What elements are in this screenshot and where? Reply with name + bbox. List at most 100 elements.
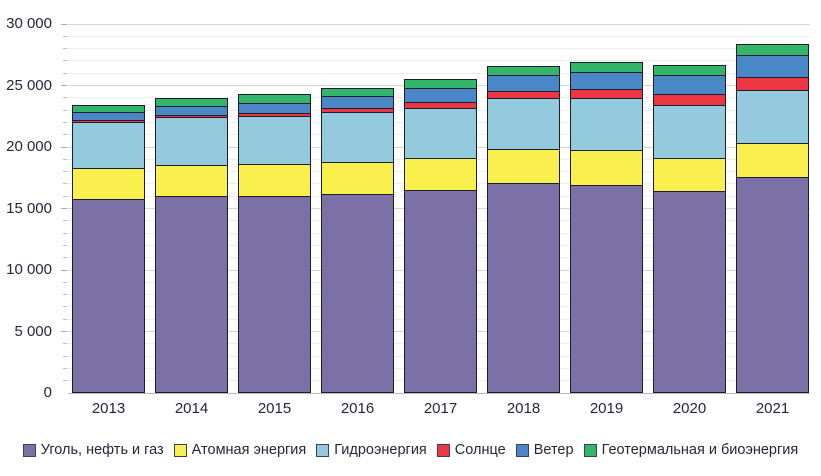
y-tick-label: 25 000 (6, 76, 52, 94)
bar-segment-1 (653, 191, 726, 393)
bar-column-2014 (155, 24, 228, 393)
x-axis-label-2020: 2020 (672, 400, 707, 417)
bar-segment-4 (736, 77, 809, 91)
bar-segment-3 (238, 116, 311, 164)
y-axis-tick (63, 355, 67, 357)
gridline-minor (68, 72, 810, 74)
bar-segment-6 (487, 65, 560, 76)
legend: Уголь, нефть и газ Атомная энергия Гидроэн… (0, 439, 821, 461)
gridline-minor (68, 60, 810, 62)
legend-swatch (22, 443, 36, 457)
gridline-major (68, 23, 810, 25)
bar-segment-2 (321, 161, 394, 194)
legend-swatch (515, 443, 529, 457)
y-axis-labels: 0 5 000 10 000 15 000 20 000 25 000 30 000 (0, 16, 60, 401)
y-axis-tick (63, 48, 67, 50)
bar-segment-4 (487, 90, 560, 98)
bar-segment-2 (736, 142, 809, 178)
bar-segment-1 (321, 193, 394, 393)
y-axis-tick (63, 171, 67, 173)
legend-swatch (436, 443, 450, 457)
gridline-minor (68, 48, 810, 50)
bar-segment-4 (72, 119, 145, 122)
legend-label: Гидроэнергия (334, 442, 427, 458)
bar-column-2015 (238, 24, 311, 393)
legend-item: Уголь, нефть и газ (22, 442, 164, 458)
y-axis-tick (63, 294, 67, 296)
x-axis-label-2013: 2013 (91, 400, 126, 417)
y-axis-tick (63, 35, 67, 37)
bar-column-2019 (570, 24, 643, 393)
bar-segment-6 (570, 62, 643, 72)
bar-segment-5 (736, 54, 809, 78)
x-axis-line (68, 393, 810, 394)
x-axis-label-2017: 2017 (423, 400, 458, 417)
gridline-minor (68, 35, 810, 37)
bar-segment-6 (404, 79, 477, 89)
y-axis-tick (63, 97, 67, 99)
y-axis-tick (63, 232, 67, 234)
y-axis-tick (61, 208, 67, 209)
y-axis-tick (61, 331, 67, 332)
bar-column-2020 (653, 24, 726, 393)
y-axis-tick (63, 380, 67, 382)
bar-segment-4 (321, 108, 394, 113)
bar-column-2016 (321, 24, 394, 393)
bar-segment-3 (653, 104, 726, 159)
y-axis-tick (63, 244, 67, 246)
y-axis-tick (63, 134, 67, 136)
bar-segment-4 (653, 94, 726, 105)
plot-area (61, 23, 810, 394)
y-axis-tick (63, 195, 67, 197)
bar-segment-2 (238, 163, 311, 196)
bar-segment-6 (238, 94, 311, 103)
bar-segment-5 (238, 102, 311, 113)
y-axis-tick (63, 109, 67, 111)
bar-segment-2 (570, 150, 643, 185)
bar-segment-6 (321, 87, 394, 97)
y-tick-label: 15 000 (6, 199, 52, 217)
bar-segment-1 (570, 184, 643, 393)
bar-column-2013 (72, 24, 145, 393)
x-axis-label-2019: 2019 (589, 400, 624, 417)
y-tick-label: 20 000 (6, 138, 52, 155)
y-axis-tick (63, 158, 67, 160)
bar-segment-1 (487, 182, 560, 393)
bar-segment-3 (736, 90, 809, 143)
y-axis-tick (63, 183, 67, 185)
bar-segment-6 (155, 98, 228, 107)
bar-segment-3 (321, 112, 394, 162)
y-axis-tick (63, 343, 67, 345)
legend-label: Геотермальная и биоэнергия (601, 442, 799, 458)
bar-segment-3 (155, 117, 228, 166)
legend-item: Гидроэнергия (316, 442, 427, 458)
bar-segment-3 (487, 97, 560, 150)
y-axis-tick (63, 257, 67, 259)
y-axis-tick (63, 367, 67, 369)
bar-segment-5 (72, 111, 145, 120)
x-axis-label-2021: 2021 (755, 400, 790, 417)
bar-column-2017 (404, 24, 477, 393)
bar-column-2018 (487, 24, 560, 393)
x-axis-label-2015: 2015 (257, 400, 292, 417)
bar-segment-5 (570, 71, 643, 90)
bar-segment-5 (487, 75, 560, 91)
bar-segment-1 (155, 196, 228, 393)
y-axis-tick (63, 281, 67, 283)
bar-segment-1 (736, 177, 809, 393)
x-axis-label-2016: 2016 (340, 400, 375, 417)
bar-segment-2 (404, 157, 477, 191)
bar-segment-4 (155, 114, 228, 118)
y-axis-tick (61, 85, 67, 86)
y-axis-tick (63, 318, 67, 320)
bar-segment-3 (570, 98, 643, 151)
legend-swatch (583, 443, 597, 457)
x-axis-label-2014: 2014 (174, 400, 209, 417)
bar-column-2021 (736, 24, 809, 393)
legend-item: Атомная энергия (173, 442, 306, 458)
bar-segment-2 (487, 149, 560, 183)
y-tick-label: 5 000 (14, 322, 52, 340)
bar-segment-1 (72, 198, 145, 393)
legend-swatch (173, 443, 187, 457)
